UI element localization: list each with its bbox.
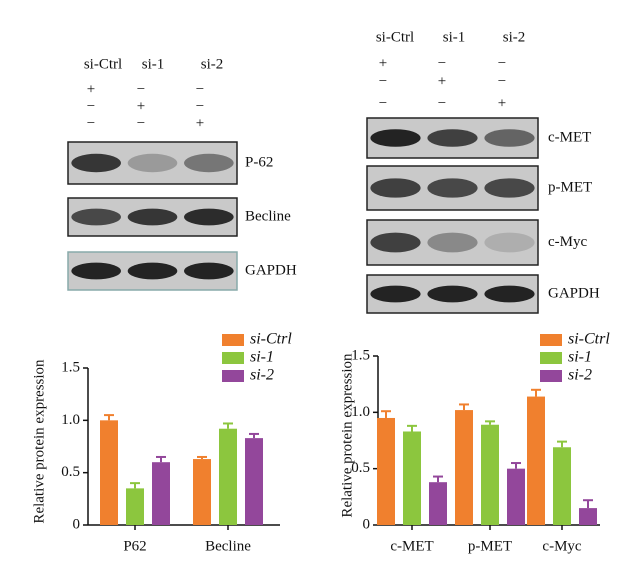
band-label: GAPDH bbox=[548, 285, 600, 301]
y-tick-label: 0.5 bbox=[351, 460, 370, 476]
blot-band bbox=[370, 178, 421, 198]
treatment-sign: − bbox=[438, 95, 446, 111]
x-tick-label: Becline bbox=[205, 538, 251, 554]
lane-label: si-1 bbox=[142, 56, 165, 72]
legend-swatch bbox=[540, 370, 562, 382]
lane-label: si-2 bbox=[201, 56, 224, 72]
bar bbox=[126, 488, 144, 525]
bar bbox=[193, 459, 211, 525]
blot-band bbox=[184, 153, 234, 173]
band-label: c-Myc bbox=[548, 234, 587, 250]
blot-band bbox=[127, 262, 178, 280]
bar bbox=[219, 428, 237, 525]
blot-band bbox=[484, 129, 535, 147]
treatment-sign: − bbox=[498, 55, 506, 71]
lane-label: si-1 bbox=[443, 29, 466, 45]
bar bbox=[377, 417, 395, 525]
treatment-sign: − bbox=[196, 81, 204, 97]
legend-label: si-1 bbox=[250, 349, 274, 366]
blot-band bbox=[427, 129, 478, 147]
treatment-sign: − bbox=[379, 95, 387, 111]
treatment-sign: + bbox=[438, 73, 446, 89]
blot-band bbox=[184, 208, 234, 226]
bar bbox=[429, 482, 447, 525]
y-axis-label: Relative protein expression bbox=[339, 353, 355, 518]
blot-band bbox=[484, 285, 535, 303]
bar bbox=[100, 420, 118, 525]
blot-band bbox=[427, 285, 478, 303]
legend-swatch bbox=[540, 352, 562, 364]
treatment-sign: − bbox=[438, 55, 446, 71]
blot-band bbox=[71, 208, 121, 226]
x-tick-label: p-MET bbox=[468, 538, 512, 554]
bar bbox=[553, 447, 571, 525]
treatment-sign: − bbox=[498, 73, 506, 89]
lane-label: si-Ctrl bbox=[376, 29, 414, 45]
treatment-sign: − bbox=[87, 115, 95, 131]
lane-label: si-Ctrl bbox=[84, 56, 122, 72]
x-tick-label: P62 bbox=[123, 538, 146, 554]
band-label: c-MET bbox=[548, 129, 591, 145]
blot-band bbox=[71, 262, 121, 280]
legend-label: si-Ctrl bbox=[568, 331, 610, 348]
blot-band bbox=[484, 232, 535, 253]
treatment-sign: + bbox=[498, 95, 506, 111]
y-tick-label: 0 bbox=[363, 516, 371, 532]
blot-band bbox=[127, 208, 178, 226]
treatment-sign: − bbox=[137, 115, 145, 131]
bar bbox=[507, 468, 525, 525]
blot-band bbox=[484, 178, 535, 198]
treatment-sign: + bbox=[196, 115, 204, 131]
blot-band bbox=[427, 232, 478, 253]
x-tick-label: c-MET bbox=[390, 538, 433, 554]
bar bbox=[481, 424, 499, 525]
treatment-sign: − bbox=[379, 73, 387, 89]
blot-band bbox=[127, 153, 178, 173]
bar bbox=[579, 508, 597, 525]
legend-label: si-1 bbox=[568, 349, 592, 366]
treatment-sign: − bbox=[87, 98, 95, 114]
y-axis-label: Relative protein expression bbox=[31, 359, 47, 524]
treatment-sign: − bbox=[196, 98, 204, 114]
y-tick-label: 0.5 bbox=[61, 464, 80, 480]
treatment-sign: + bbox=[87, 81, 95, 97]
y-tick-label: 1.0 bbox=[61, 412, 80, 428]
treatment-sign: + bbox=[137, 98, 145, 114]
treatment-sign: − bbox=[137, 81, 145, 97]
blot-band bbox=[370, 232, 421, 253]
treatment-sign: + bbox=[379, 55, 387, 71]
band-label: Becline bbox=[245, 208, 291, 224]
legend-swatch bbox=[222, 334, 244, 346]
band-label: p-MET bbox=[548, 179, 592, 195]
y-tick-label: 0 bbox=[73, 516, 81, 532]
legend-label: si-2 bbox=[250, 367, 274, 384]
blot-strip bbox=[366, 219, 539, 266]
bar bbox=[245, 438, 263, 525]
band-label: GAPDH bbox=[245, 262, 297, 278]
y-tick-label: 1.0 bbox=[351, 404, 370, 420]
legend-swatch bbox=[222, 352, 244, 364]
bar bbox=[527, 396, 545, 525]
x-tick-label: c-Myc bbox=[542, 538, 581, 554]
blot-band bbox=[427, 178, 478, 198]
legend-swatch bbox=[540, 334, 562, 346]
blot-band bbox=[184, 262, 234, 280]
blot-band bbox=[370, 129, 421, 147]
y-tick-label: 1.5 bbox=[351, 347, 370, 363]
blot-band bbox=[71, 153, 121, 173]
legend-label: si-2 bbox=[568, 367, 592, 384]
y-tick-label: 1.5 bbox=[61, 359, 80, 375]
blot-band bbox=[370, 285, 421, 303]
bar bbox=[152, 462, 170, 525]
band-label: P-62 bbox=[245, 154, 273, 170]
legend-label: si-Ctrl bbox=[250, 331, 292, 348]
bar bbox=[455, 410, 473, 525]
bar bbox=[403, 431, 421, 525]
lane-label: si-2 bbox=[503, 29, 526, 45]
legend-swatch bbox=[222, 370, 244, 382]
